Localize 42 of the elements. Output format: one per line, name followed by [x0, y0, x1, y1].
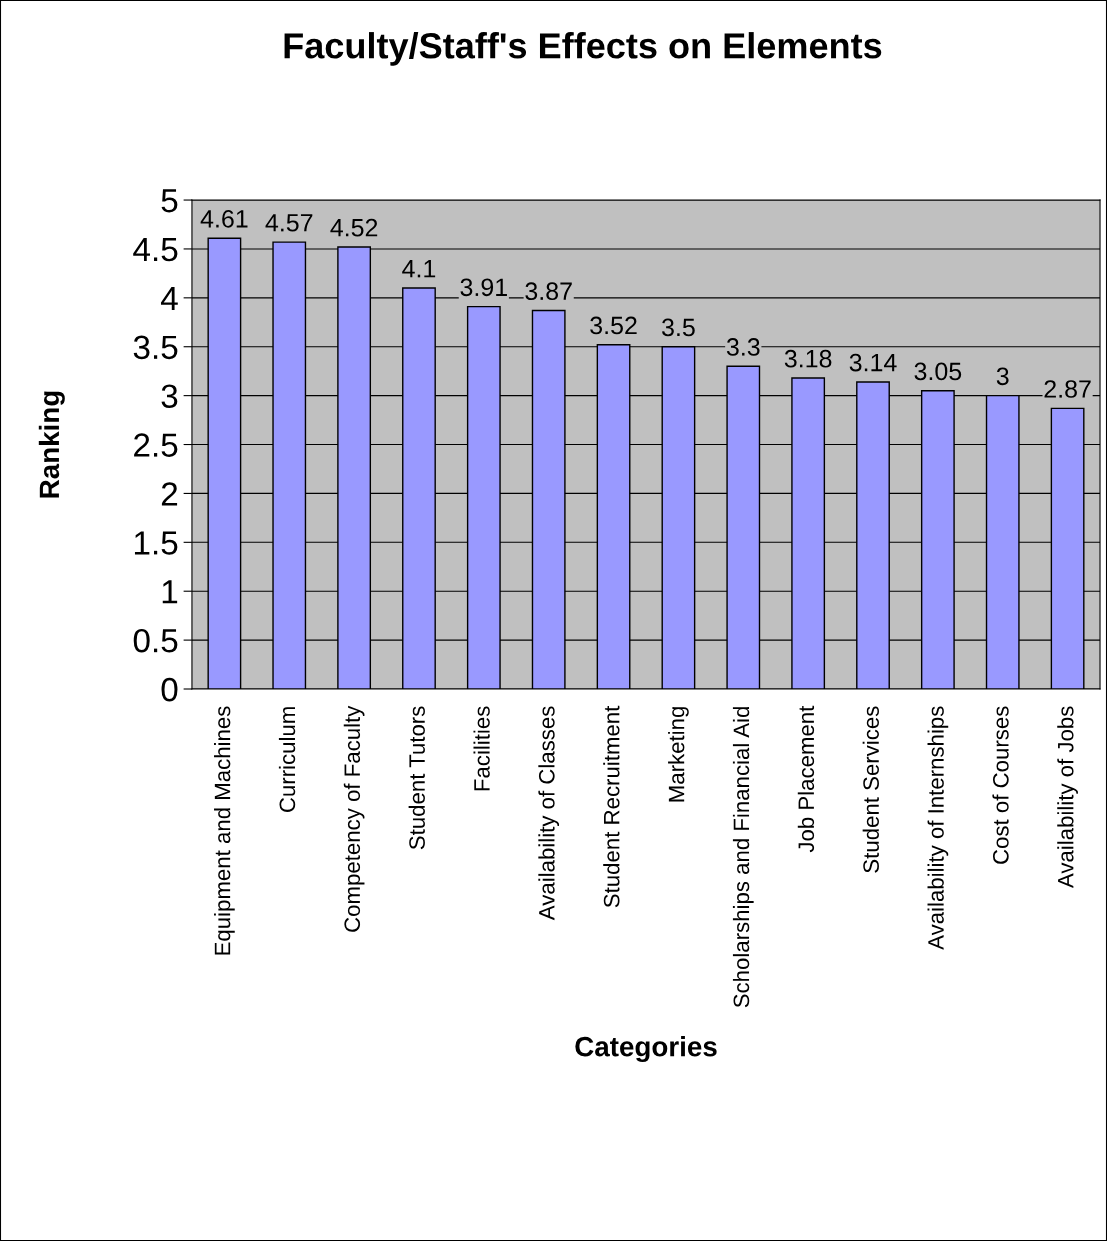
x-tick-label: Availability of Internships: [927, 706, 949, 950]
x-tick-label: Cost of Courses: [992, 706, 1009, 864]
data-label: 2.87: [1044, 380, 1091, 398]
x-tick-label: Job Placement: [797, 705, 815, 853]
x-axis-title: Categories: [575, 1036, 717, 1063]
data-label: 4.1: [402, 260, 436, 278]
x-tick-label: Availability of Jobs: [1057, 706, 1078, 889]
y-tick-label: 0: [161, 677, 178, 702]
x-tick-label: Student Recruitment: [603, 705, 620, 908]
data-label: 3.91: [460, 278, 507, 297]
y-tick-label: 2.5: [134, 433, 178, 457]
y-tick-label: 3.5: [133, 335, 178, 360]
data-label: 4.61: [200, 209, 248, 228]
x-tick-label: Marketing: [668, 707, 689, 802]
y-tick-label: 5: [161, 189, 178, 213]
y-tick-label: 4.5: [133, 238, 178, 262]
x-tick-label: Scholarships and Financial Aid: [732, 707, 754, 1008]
data-label: 3.5: [662, 318, 695, 337]
x-tick-label: Competency of Faculty: [343, 705, 365, 932]
x-tick-label: Student Services: [862, 706, 879, 873]
y-tick-label: 0.5: [133, 628, 178, 653]
data-label: 3.14: [849, 353, 897, 372]
data-label: 3: [996, 367, 1009, 386]
data-label: 3.3: [726, 338, 760, 356]
y-tick-label: 4: [160, 286, 178, 310]
data-label: 3.05: [914, 362, 962, 381]
x-tick-label: Facilities: [473, 706, 490, 791]
data-label: 4.57: [265, 214, 313, 232]
y-tick-label: 1: [162, 580, 178, 604]
x-tick-label: Equipment and Machines: [214, 706, 235, 955]
data-label: 3.87: [525, 282, 572, 301]
x-tick-label: Availability of Classes: [538, 706, 560, 921]
chart-title: Faculty/Staff's Effects on Elements: [284, 32, 882, 66]
data-label: 4.52: [330, 218, 378, 237]
x-tick-label: Curriculum: [278, 707, 296, 812]
x-tick-label: Student Tutors: [408, 706, 425, 850]
y-tick-label: 1.5: [134, 531, 178, 555]
y-axis-title: Ranking: [38, 391, 65, 498]
y-tick-label: 2: [161, 482, 178, 506]
data-label: 3.52: [590, 316, 637, 335]
y-tick-label: 3: [161, 384, 178, 409]
data-label: 3.18: [784, 349, 832, 368]
